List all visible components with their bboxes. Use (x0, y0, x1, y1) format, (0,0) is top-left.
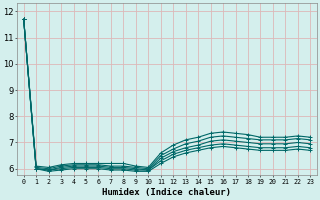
X-axis label: Humidex (Indice chaleur): Humidex (Indice chaleur) (102, 188, 231, 197)
